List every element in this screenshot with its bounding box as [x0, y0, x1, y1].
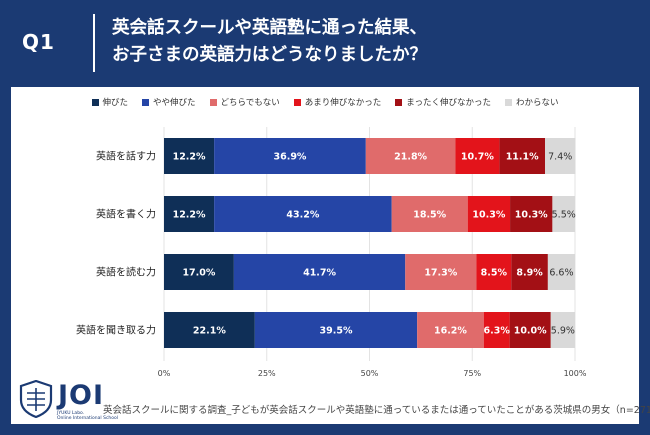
data-label: 10.7% [461, 152, 494, 163]
data-label: 6.3% [484, 326, 511, 337]
logo-subtitle-line-1: JYUKU Labo. [57, 411, 85, 416]
bar-segment [547, 254, 575, 290]
data-label: 8.9% [516, 268, 543, 279]
logo-wordmark: JOI [58, 380, 105, 411]
legend-label: あまり伸びなかった [304, 98, 382, 108]
data-label: 17.3% [424, 268, 457, 279]
bar-segment [499, 138, 545, 174]
data-label: 10.3% [472, 210, 505, 221]
data-label: 18.5% [413, 210, 446, 221]
question-text: 英会話スクールや英語塾に通った結果、 お子さまの英語力はどうなりましたか？ [112, 15, 632, 69]
bar-segment [455, 138, 500, 174]
category-label: 英語を書く力 [96, 208, 156, 221]
category-label: 英語を聞き取る力 [76, 324, 156, 337]
x-tick-label: 75% [463, 369, 481, 378]
bar-segment [417, 312, 484, 348]
logo-subtitle-line-2: Online International School [57, 416, 119, 421]
bar-segment [164, 312, 255, 348]
data-label: 5.9% [551, 326, 575, 337]
data-label: 22.1% [193, 326, 226, 337]
question-number: Q1 [22, 30, 55, 54]
logo-subtitle: JYUKU Labo. Online International School [57, 411, 118, 421]
bar-segment [233, 254, 406, 290]
data-label: 11.1% [506, 152, 539, 163]
data-label: 10.3% [515, 210, 548, 221]
bar-segment [510, 196, 553, 232]
bar-segment [405, 254, 477, 290]
bar-segment [254, 312, 418, 348]
question-line-2: お子さまの英語力はどうなりましたか？ [112, 45, 427, 65]
category-label: 英語を話す力 [96, 150, 156, 163]
data-label: 43.2% [286, 210, 319, 221]
legend-label: わからない [515, 98, 559, 108]
x-tick-label: 100% [564, 369, 587, 378]
data-label: 21.8% [394, 152, 427, 163]
data-label: 16.2% [434, 326, 467, 337]
bar-segment [509, 312, 551, 348]
legend-label: まったく伸びなかった [406, 98, 491, 108]
legend-swatch [504, 98, 512, 106]
x-tick-label: 50% [361, 369, 379, 378]
data-label: 12.2% [173, 210, 206, 221]
bar-segment [164, 196, 215, 232]
bar-segment [483, 312, 510, 348]
legend-label: どちらでもない [220, 98, 280, 108]
x-tick-label: 25% [258, 369, 276, 378]
data-label: 41.7% [303, 268, 336, 279]
source-note: 英会話スクールに関する調査_子どもが英会話スクールや英語塾に通っているまたは通っ… [103, 405, 650, 416]
data-label: 12.2% [173, 152, 206, 163]
legend-swatch [395, 98, 403, 106]
chart-legend: 伸びた やや伸びた どちらでもない あまり伸びなかった まったく伸びなかった わからない [11, 94, 639, 110]
legend-item: あまり伸びなかった [293, 94, 382, 110]
x-tick-label: 0% [158, 369, 171, 378]
shield-emblem-icon [19, 379, 53, 419]
bar-segment [365, 138, 456, 174]
chart-card: 伸びた やや伸びた どちらでもない あまり伸びなかった まったく伸びなかった わからない … [11, 87, 650, 424]
legend-swatch [209, 98, 217, 106]
data-label: 36.9% [273, 152, 306, 163]
bar-segment [544, 138, 576, 174]
question-header: Q1 英会話スクールや英語塾に通った結果、 お子さまの英語力はどうなりましたか？ [0, 0, 650, 86]
legend-item: まったく伸びなかった [395, 94, 491, 110]
bar-segment [391, 196, 468, 232]
legend-swatch [142, 98, 150, 106]
legend-item: やや伸びた [142, 94, 196, 110]
legend-swatch [91, 98, 99, 106]
bar-segment [164, 254, 234, 290]
data-label: 10.0% [514, 326, 547, 337]
data-label: 7.4% [548, 152, 572, 163]
bar-segment [164, 138, 215, 174]
header-divider [93, 14, 95, 72]
bar-segment [214, 138, 366, 174]
legend-label: やや伸びた [153, 98, 196, 108]
legend-item: 伸びた [91, 94, 129, 110]
bar-segment [511, 254, 548, 290]
legend-item: どちらでもない [209, 94, 280, 110]
data-label: 5.5% [552, 210, 576, 221]
legend-item: わからない [504, 94, 559, 110]
data-label: 8.5% [481, 268, 508, 279]
data-label: 17.0% [182, 268, 215, 279]
legend-swatch [293, 98, 301, 106]
bar-segment [476, 254, 512, 290]
data-label: 6.6% [549, 268, 573, 279]
joi-logo: JOI JYUKU Labo. Online International Sch… [19, 379, 118, 421]
bar-segment [550, 312, 575, 348]
data-label: 39.5% [320, 326, 353, 337]
bar-segment [214, 196, 392, 232]
bar-segment [552, 196, 575, 232]
question-line-1: 英会話スクールや英語塾に通った結果、 [112, 18, 427, 38]
category-label: 英語を読む力 [96, 266, 156, 279]
bar-segment [467, 196, 511, 232]
stacked-bar-chart: 0% 25% 50% 75% 100% 英語を話す力 12.2% 36.9% 21.8% 10.7… [76, 127, 587, 378]
legend-label: 伸びた [102, 98, 129, 108]
